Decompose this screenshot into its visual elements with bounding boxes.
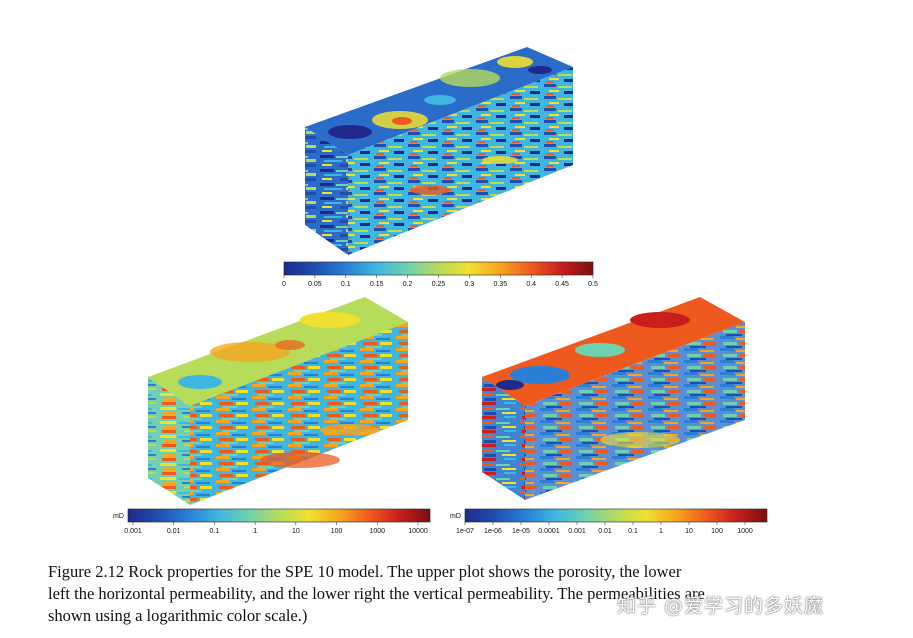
hperm-side-face [190,322,408,505]
colorbar-tick-label: 0.2 [403,281,413,288]
colorbar-tick-label: 0.45 [555,281,569,288]
caption-line-1: Figure 2.12 Rock properties for the SPE … [48,562,682,581]
colorbar-tick-label: 10 [685,528,693,535]
caption-line-3: shown using a logarithmic color scale.) [48,606,308,625]
colorbar-tick-label: 100 [711,528,723,535]
colorbar-tick-label: 1000 [737,528,753,535]
vperm-unit-label: mD [450,513,461,520]
vertical-permeability-block [482,297,745,500]
watermark: 知乎 @爱学习的多妖魔 [617,595,825,617]
hperm-colorbar: mD 0.001 0.01 0.1 1 10 100 1000 10000 [113,508,431,535]
porosity-side-face [348,67,573,255]
horizontal-permeability-block [148,297,408,505]
colorbar-tick-label: 0.05 [308,281,322,288]
colorbar-tick-label: 0.25 [432,281,446,288]
colorbar-tick-label: 1 [253,528,257,535]
figure-caption: Figure 2.12 Rock properties for the SPE … [48,561,848,627]
colorbar-tick-label: 10000 [408,528,428,535]
colorbar-tick-label: 1 [659,528,663,535]
colorbar-tick-label: 100 [331,528,343,535]
colorbar-tick-label: 10 [292,528,300,535]
vperm-colorbar: mD 1e-07 1e-06 1e-05 0.0001 0.001 0.01 0.1 1 10 1… [450,508,768,535]
colorbar-tick-label: 0.001 [568,528,586,535]
figure: 0 0.05 0.1 0.15 0.2 0.25 0.3 0.35 0.4 0.45 0.5 mD … [113,47,768,535]
colorbar-tick-label: 1e-07 [456,528,474,535]
hperm-unit-label: mD [113,513,124,520]
colorbar-tick-label: 0.001 [124,528,142,535]
colorbar-tick-label: 0.35 [493,281,507,288]
colorbar-tick-label: 1e-05 [512,528,530,535]
vperm-front-face [482,377,525,500]
porosity-block [305,47,573,255]
porosity-colorbar: 0 0.05 0.1 0.15 0.2 0.25 0.3 0.35 0.4 0.45 0.5 [282,261,598,288]
hperm-front-face [148,377,190,505]
figure-canvas: 0 0.05 0.1 0.15 0.2 0.25 0.3 0.35 0.4 0.45 0.5 mD … [113,47,768,535]
colorbar-tick-label: 0 [282,281,286,288]
colorbar-tick-label: 0.1 [210,528,220,535]
colorbar-tick-label: 1000 [369,528,385,535]
vperm-side-face [525,322,745,500]
caption-line-2: left the horizontal permeability, and th… [48,584,705,603]
colorbar-tick-label: 0.4 [526,281,536,288]
colorbar-tick-label: 0.01 [598,528,612,535]
colorbar-tick-label: 0.3 [465,281,475,288]
porosity-front-face [305,127,348,255]
colorbar-tick-label: 1e-06 [484,528,502,535]
colorbar-tick-label: 0.5 [588,281,598,288]
colorbar-tick-label: 0.1 [628,528,638,535]
colorbar-tick-label: 0.01 [167,528,181,535]
colorbar-tick-label: 0.15 [370,281,384,288]
colorbar-tick-label: 0.0001 [538,528,560,535]
colorbar-tick-label: 0.1 [341,281,351,288]
